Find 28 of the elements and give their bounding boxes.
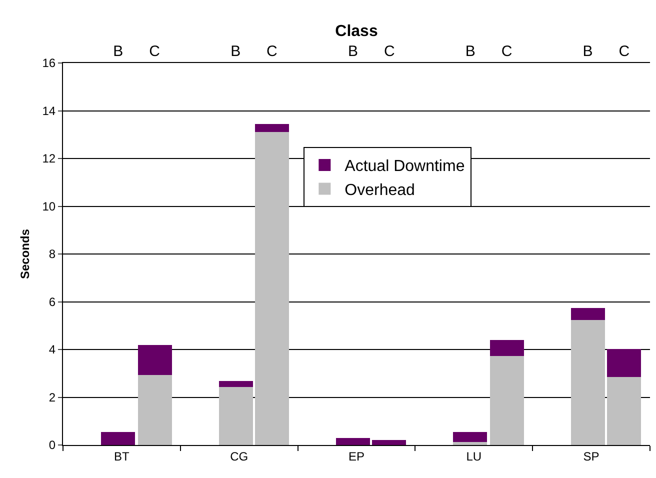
x-tick-label: C: [266, 43, 278, 60]
y-tick-label: 6: [48, 294, 56, 309]
y-tick-label: 8: [48, 247, 56, 262]
x-tick-label: C: [149, 43, 160, 60]
text: BT: [114, 449, 130, 464]
legend-label: Actual Downtime: [344, 158, 465, 176]
y-tick-label: 4: [48, 342, 56, 357]
text: EP: [348, 449, 365, 464]
x-tick-label: B: [348, 43, 358, 60]
x-axis-title: Class: [335, 22, 378, 40]
x-tick-label: C: [384, 43, 395, 60]
y-tick-label: 0: [48, 438, 56, 452]
y-tick-label: 10: [42, 199, 56, 214]
x-tick-label: B: [465, 43, 476, 60]
y-tick-label: 14: [42, 104, 56, 118]
text: CG: [230, 449, 248, 464]
x-tick-label: B: [230, 43, 241, 60]
x-tick-label: B: [113, 43, 124, 60]
x-tick-label: B: [582, 43, 593, 60]
y-tick-label: 2: [48, 390, 56, 404]
y-axis-title: Seconds: [18, 228, 32, 280]
y-tick-label: 16: [42, 56, 56, 70]
legend-label: Overhead: [344, 182, 415, 199]
text: LU: [466, 449, 482, 464]
x-tick-label: C: [618, 43, 630, 60]
y-tick-label: 12: [42, 152, 56, 166]
text: SP: [583, 449, 600, 464]
x-tick-label: C: [501, 43, 512, 60]
